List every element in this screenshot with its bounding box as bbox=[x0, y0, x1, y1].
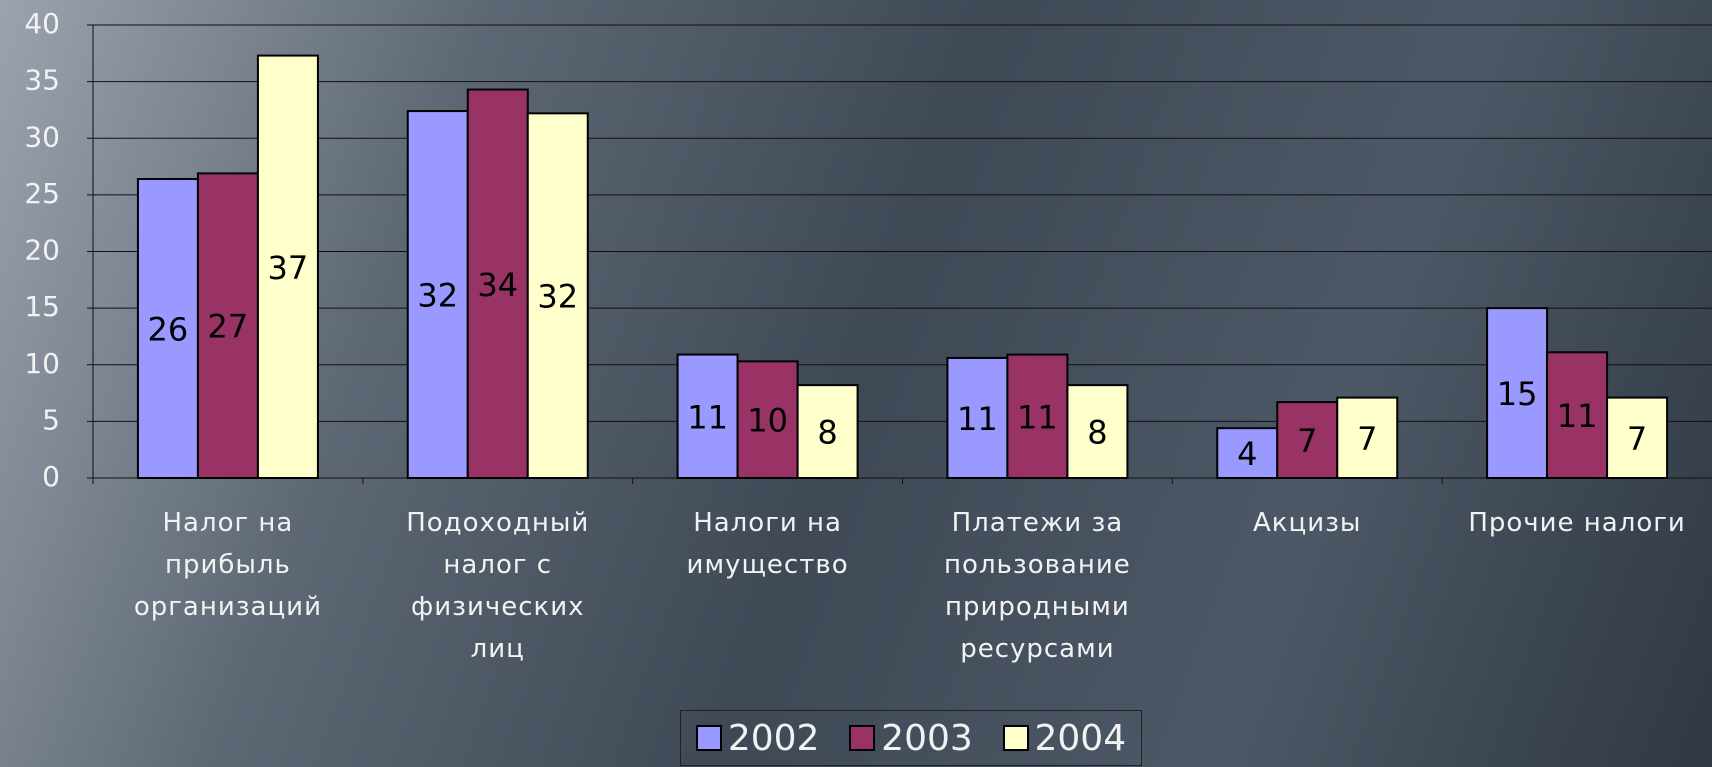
bar bbox=[1336, 396, 1399, 479]
bar bbox=[256, 54, 319, 479]
bar bbox=[946, 356, 1009, 479]
x-tick-label: Прочие налоги bbox=[1468, 508, 1686, 538]
y-tick-label: 40 bbox=[24, 7, 60, 40]
y-tick-label: 25 bbox=[24, 177, 60, 210]
bar bbox=[1546, 351, 1609, 480]
bar bbox=[796, 384, 859, 480]
data-label: 11 bbox=[957, 400, 998, 438]
data-label: 11 bbox=[1557, 397, 1598, 435]
legend-label: 2004 bbox=[1034, 717, 1127, 759]
legend-swatch bbox=[849, 725, 876, 751]
data-label: 7 bbox=[1357, 420, 1377, 458]
y-tick-label: 10 bbox=[24, 347, 60, 380]
bar bbox=[1006, 353, 1069, 479]
data-label: 4 bbox=[1237, 435, 1257, 473]
bar bbox=[736, 360, 799, 480]
x-tick-label: Акцизы bbox=[1253, 508, 1362, 538]
y-tick-label: 15 bbox=[24, 290, 60, 323]
bar bbox=[1066, 384, 1129, 480]
bar bbox=[406, 110, 469, 479]
y-tick-label: 5 bbox=[42, 403, 60, 436]
y-tick-label: 30 bbox=[24, 120, 60, 153]
data-label: 10 bbox=[747, 402, 788, 440]
x-tick-label: Налог на прибыль организаций bbox=[133, 508, 322, 622]
data-label: 32 bbox=[537, 278, 578, 316]
data-label: 26 bbox=[148, 311, 189, 349]
data-label: 37 bbox=[268, 249, 309, 287]
legend-label: 2002 bbox=[727, 717, 820, 759]
y-tick-label: 35 bbox=[24, 64, 60, 97]
legend-label: 2003 bbox=[881, 717, 973, 759]
bar bbox=[1276, 401, 1339, 479]
data-label: 27 bbox=[208, 308, 249, 346]
legend-item: 2004 bbox=[1002, 717, 1127, 759]
y-tick-label: 0 bbox=[42, 460, 60, 493]
data-label: 8 bbox=[817, 414, 837, 452]
data-label: 34 bbox=[477, 266, 518, 304]
legend: 2002 2003 2004 bbox=[680, 710, 1142, 766]
legend-item: 2003 bbox=[849, 718, 973, 759]
x-tick-label: Платежи за пользование природными ресурс… bbox=[944, 508, 1131, 664]
data-label: 11 bbox=[1017, 398, 1058, 436]
bar bbox=[1606, 396, 1669, 479]
legend-item: 2002 bbox=[695, 717, 820, 759]
x-tick-label: Налоги на имущество bbox=[686, 508, 849, 580]
bar bbox=[1216, 427, 1279, 480]
y-tick-label: 20 bbox=[24, 234, 60, 267]
legend-swatch bbox=[695, 725, 722, 751]
data-label: 7 bbox=[1627, 420, 1647, 458]
data-label: 7 bbox=[1297, 422, 1317, 460]
data-label: 15 bbox=[1497, 375, 1538, 413]
data-label: 11 bbox=[687, 398, 728, 436]
bar bbox=[466, 88, 529, 480]
x-tick-label: Подоходный налог с физических лиц bbox=[406, 508, 590, 664]
data-label: 32 bbox=[417, 277, 458, 315]
bar bbox=[526, 112, 589, 480]
legend-swatch bbox=[1002, 725, 1029, 751]
bar bbox=[676, 353, 739, 479]
data-label: 8 bbox=[1087, 414, 1107, 452]
bar bbox=[1486, 307, 1549, 479]
